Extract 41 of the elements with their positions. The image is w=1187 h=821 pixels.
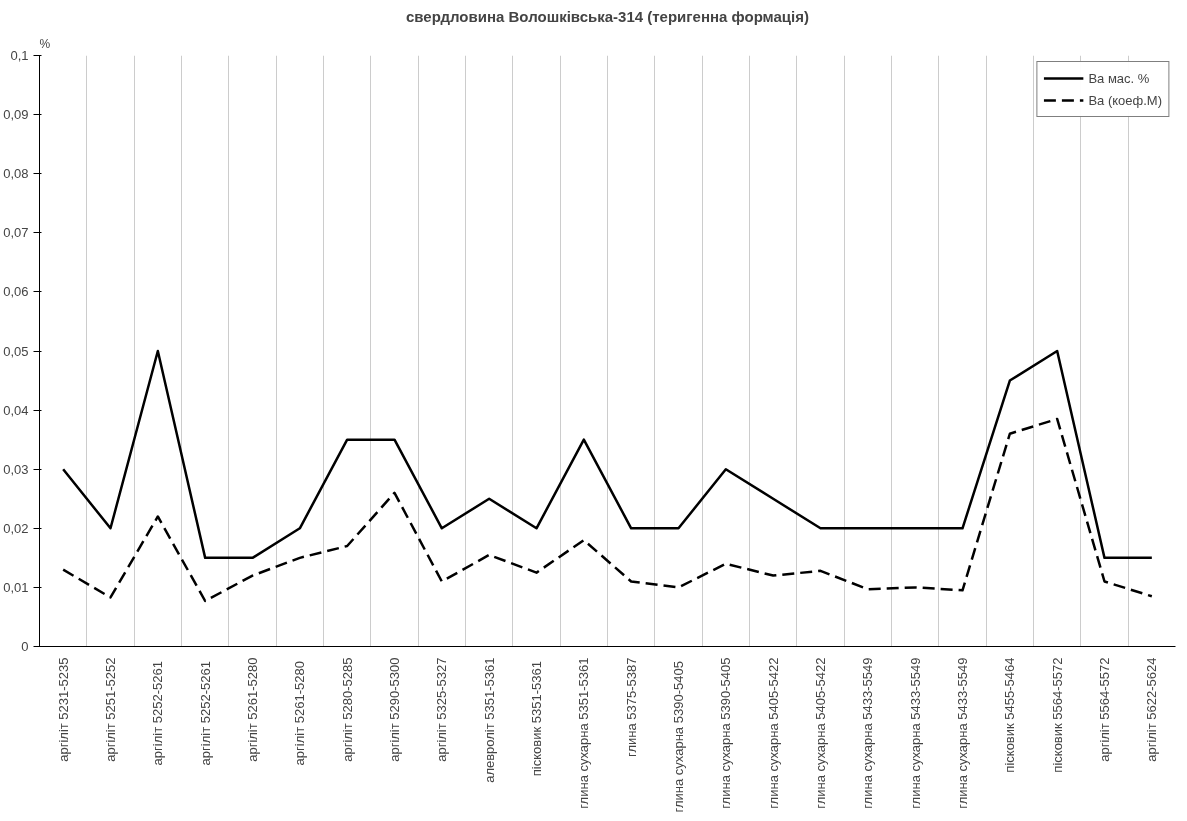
x-tick-label: аргіліт 5290-5300	[387, 657, 402, 762]
chart-title: свердловина Волошківська-314 (теригенна формація)	[406, 7, 810, 25]
x-tick-label: глина сухарна 5433-5549	[955, 657, 970, 809]
x-tick-label: глина сухарна 5390-5405	[718, 657, 734, 809]
y-tick-label: 0,07	[3, 225, 29, 241]
x-tick-label: пісковик 5564-5572	[1049, 657, 1065, 773]
x-tick-label: аргіліт 5325-5327	[434, 657, 450, 762]
y-tick-label: 0,09	[3, 107, 29, 123]
x-tick-label: аргіліт 5252-5261	[150, 661, 166, 766]
x-tick-label: глина сухарна 5433-5549	[860, 657, 876, 809]
x-tick-label: глина сухарна 5351-5361	[576, 657, 592, 809]
y-tick-label: 0,02	[3, 520, 29, 536]
x-tick-label: глина сухарна 5405-5422	[765, 657, 781, 809]
x-tick-label: аргіліт 5231-5235	[55, 657, 71, 762]
y-tick-label: 0,06	[3, 284, 29, 300]
line-series	[61, 417, 1154, 603]
y-tick-label: 0,03	[3, 461, 29, 477]
y-tick-label: 0	[21, 639, 29, 654]
y-tick-label: 0,05	[3, 343, 29, 359]
x-tick-label: алевроліт 5351-5361	[481, 657, 497, 783]
x-tick-label: глина 5375-5387	[623, 657, 639, 757]
y-tick-label: 0,01	[3, 579, 29, 595]
legend-label: Ва мас. %	[1088, 70, 1150, 86]
x-tick-label: аргіліт 5252-5261	[197, 661, 213, 766]
y-tick-label: 0,08	[3, 166, 29, 182]
x-tick-label: аргіліт 5280-5285	[339, 657, 355, 762]
x-tick-label: аргіліт 5261-5280	[245, 657, 260, 762]
x-tick-label: пісковик 5351-5361	[529, 661, 544, 777]
y-axis-title: %	[39, 36, 51, 51]
x-tick-label: глина сухарна 5405-5422	[813, 657, 828, 809]
line-series	[61, 349, 1154, 560]
x-tick-label: глина сухарна 5433-5549	[907, 657, 923, 809]
x-tick-label: аргіліт 5261-5280	[292, 661, 308, 766]
x-tick-label: пісковик 5455-5464	[1002, 657, 1018, 773]
y-tick-label: 0,1	[10, 48, 29, 63]
x-tick-label: аргіліт 5251-5252	[103, 657, 118, 762]
x-tick-label: аргіліт 5622-5624	[1144, 657, 1160, 762]
x-tick-label: аргіліт 5564-5572	[1097, 657, 1112, 762]
y-tick-label: 0,04	[3, 402, 29, 418]
x-tick-label: глина сухарна 5390-5405	[671, 661, 686, 813]
legend-label: Ва (коеф.М)	[1088, 92, 1162, 108]
